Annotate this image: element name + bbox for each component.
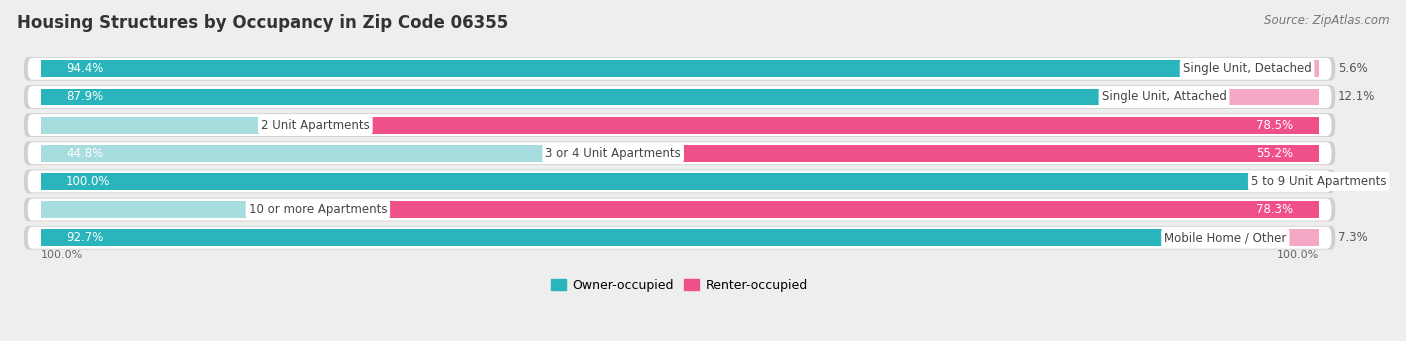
Text: 7.3%: 7.3% <box>1339 231 1368 244</box>
Text: 100.0%: 100.0% <box>41 250 83 260</box>
Text: 2 Unit Apartments: 2 Unit Apartments <box>262 119 370 132</box>
Text: 87.9%: 87.9% <box>66 90 104 103</box>
Text: 44.8%: 44.8% <box>66 147 104 160</box>
Text: 21.7%: 21.7% <box>262 203 298 216</box>
Bar <box>41 229 1226 246</box>
Bar <box>315 117 1319 134</box>
FancyBboxPatch shape <box>28 198 1331 221</box>
FancyBboxPatch shape <box>28 114 1331 136</box>
Bar <box>41 173 1319 190</box>
Bar <box>613 145 1319 162</box>
Legend: Owner-occupied, Renter-occupied: Owner-occupied, Renter-occupied <box>547 274 813 297</box>
FancyBboxPatch shape <box>28 170 1331 192</box>
FancyBboxPatch shape <box>24 226 1336 250</box>
Text: 78.3%: 78.3% <box>1256 203 1294 216</box>
Bar <box>41 145 613 162</box>
FancyBboxPatch shape <box>24 198 1336 221</box>
FancyBboxPatch shape <box>24 57 1336 80</box>
Bar <box>41 117 315 134</box>
Text: 55.2%: 55.2% <box>1256 147 1294 160</box>
Bar <box>41 60 1247 77</box>
Bar <box>1164 89 1319 105</box>
Text: Mobile Home / Other: Mobile Home / Other <box>1164 231 1286 244</box>
FancyBboxPatch shape <box>24 85 1336 109</box>
Text: 21.5%: 21.5% <box>259 119 297 132</box>
Text: 10 or more Apartments: 10 or more Apartments <box>249 203 387 216</box>
Text: 0.0%: 0.0% <box>1339 175 1368 188</box>
Text: 100.0%: 100.0% <box>66 175 111 188</box>
Text: 5.6%: 5.6% <box>1339 62 1368 75</box>
Text: 94.4%: 94.4% <box>66 62 104 75</box>
Text: 5 to 9 Unit Apartments: 5 to 9 Unit Apartments <box>1251 175 1386 188</box>
Text: Single Unit, Attached: Single Unit, Attached <box>1101 90 1226 103</box>
FancyBboxPatch shape <box>28 142 1331 164</box>
Bar <box>41 201 318 218</box>
FancyBboxPatch shape <box>28 58 1331 80</box>
Text: Source: ZipAtlas.com: Source: ZipAtlas.com <box>1264 14 1389 27</box>
Text: 78.5%: 78.5% <box>1256 119 1294 132</box>
FancyBboxPatch shape <box>24 113 1336 137</box>
Text: 100.0%: 100.0% <box>1277 250 1319 260</box>
Text: 3 or 4 Unit Apartments: 3 or 4 Unit Apartments <box>546 147 681 160</box>
FancyBboxPatch shape <box>28 86 1331 108</box>
FancyBboxPatch shape <box>24 169 1336 193</box>
Text: Single Unit, Detached: Single Unit, Detached <box>1182 62 1312 75</box>
Bar <box>1247 60 1319 77</box>
Text: 12.1%: 12.1% <box>1339 90 1375 103</box>
FancyBboxPatch shape <box>28 227 1331 249</box>
Bar <box>318 201 1319 218</box>
FancyBboxPatch shape <box>24 142 1336 165</box>
Text: 92.7%: 92.7% <box>66 231 104 244</box>
Bar <box>41 89 1164 105</box>
Bar <box>1226 229 1319 246</box>
Text: Housing Structures by Occupancy in Zip Code 06355: Housing Structures by Occupancy in Zip C… <box>17 14 508 32</box>
